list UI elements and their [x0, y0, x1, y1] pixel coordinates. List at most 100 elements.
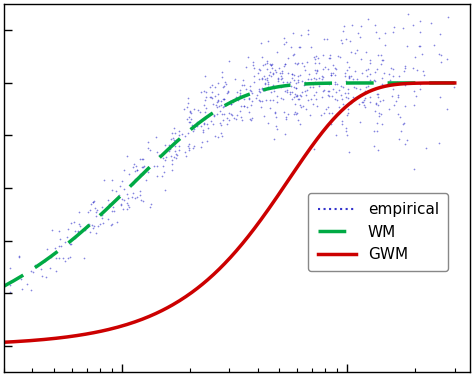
Point [290, 94, 297, 100]
Point [359, 99, 367, 105]
Point [110, 208, 118, 214]
Point [313, 67, 321, 73]
Point [219, 69, 226, 75]
Point [416, 82, 424, 88]
Point [401, 62, 409, 68]
Point [215, 80, 222, 86]
Point [361, 95, 368, 101]
Point [343, 67, 351, 73]
Point [180, 106, 188, 112]
Point [0, 278, 1, 284]
WM [415, 81, 421, 85]
Point [326, 55, 334, 61]
Point [379, 57, 386, 63]
Point [145, 139, 152, 146]
Point [64, 255, 72, 261]
Point [75, 209, 82, 215]
Point [159, 163, 167, 169]
Point [123, 191, 131, 197]
Point [295, 117, 302, 123]
Point [250, 73, 258, 79]
Point [273, 126, 281, 132]
Point [247, 102, 255, 108]
Point [355, 30, 362, 36]
Point [270, 85, 278, 91]
Point [170, 125, 178, 131]
Point [162, 187, 169, 193]
Point [304, 27, 311, 33]
Point [325, 104, 332, 110]
Point [225, 117, 233, 123]
Point [303, 87, 310, 93]
Point [126, 204, 133, 210]
Point [106, 201, 113, 207]
Point [246, 117, 254, 123]
Point [117, 202, 125, 208]
Point [42, 256, 50, 262]
Point [59, 255, 66, 261]
Point [377, 52, 385, 58]
Point [255, 66, 263, 72]
Point [52, 255, 60, 261]
Point [218, 133, 226, 139]
Point [248, 115, 255, 121]
Point [84, 223, 91, 229]
Point [223, 82, 230, 88]
Point [273, 49, 281, 55]
Point [142, 177, 150, 183]
Point [334, 53, 342, 59]
Point [269, 82, 276, 88]
Point [249, 98, 256, 104]
Point [347, 100, 355, 106]
Point [197, 144, 204, 150]
Point [201, 109, 209, 115]
Point [333, 132, 340, 138]
Point [312, 96, 319, 102]
Point [262, 97, 270, 103]
Point [76, 223, 84, 229]
Point [268, 61, 275, 67]
Point [357, 56, 365, 62]
Point [131, 195, 139, 201]
Point [173, 137, 180, 143]
Point [271, 136, 278, 142]
Point [202, 94, 210, 100]
Point [343, 112, 351, 118]
Point [344, 110, 352, 116]
Point [237, 92, 244, 98]
Point [301, 79, 309, 85]
Point [277, 73, 285, 79]
Point [307, 84, 314, 90]
Point [320, 87, 328, 93]
Point [120, 197, 128, 203]
Point [365, 83, 372, 89]
Point [146, 147, 154, 153]
Point [371, 21, 379, 27]
Point [343, 79, 350, 85]
Point [86, 207, 94, 213]
Point [154, 173, 161, 179]
Point [283, 39, 290, 45]
Point [333, 97, 341, 103]
Point [220, 96, 228, 102]
Point [258, 54, 266, 60]
Point [211, 133, 219, 139]
Point [270, 71, 277, 77]
Point [225, 110, 233, 116]
Point [91, 205, 99, 211]
Point [266, 61, 273, 67]
Point [223, 115, 230, 121]
Point [75, 221, 82, 227]
Point [342, 94, 350, 100]
Point [218, 111, 226, 117]
Point [38, 273, 46, 279]
Point [187, 109, 194, 115]
Point [391, 24, 398, 30]
Point [208, 89, 216, 95]
Point [171, 143, 179, 149]
Point [413, 67, 421, 73]
Point [161, 170, 168, 176]
Point [306, 71, 313, 77]
Point [331, 65, 339, 71]
Point [392, 98, 400, 104]
